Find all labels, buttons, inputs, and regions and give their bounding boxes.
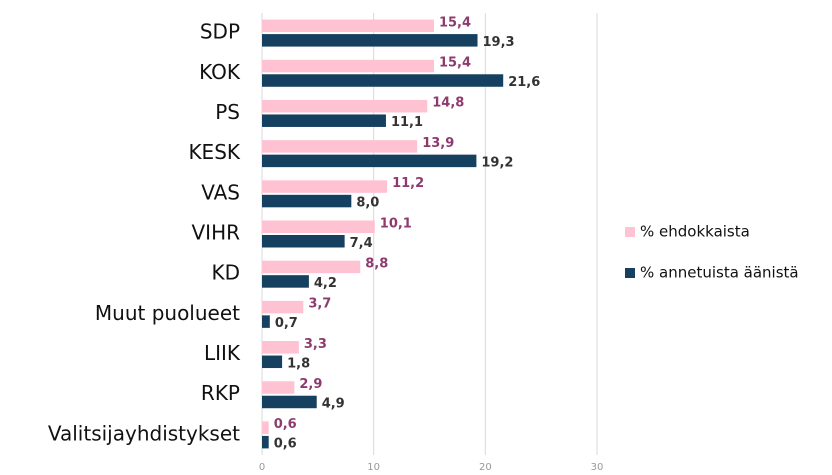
bar <box>262 260 361 274</box>
bar <box>262 435 269 449</box>
bar <box>262 300 304 314</box>
legend-swatch <box>625 227 635 237</box>
bar <box>262 114 386 127</box>
value-label: 21,6 <box>508 75 540 90</box>
value-label: 4,2 <box>314 276 337 291</box>
x-tick-label: 10 <box>367 462 380 473</box>
bar <box>262 74 504 87</box>
legend-label: % ehdokkaista <box>640 223 750 241</box>
category-label: SDP <box>200 20 240 44</box>
bar <box>262 315 270 328</box>
bar <box>262 421 269 434</box>
value-label: 13,9 <box>422 136 454 151</box>
category-label: Muut puolueet <box>95 301 240 325</box>
category-label: KOK <box>199 60 241 84</box>
bar <box>262 19 434 33</box>
value-label: 11,2 <box>392 176 424 191</box>
category-label: KD <box>211 261 240 285</box>
x-tick-label: 20 <box>479 462 492 473</box>
bar <box>262 275 309 288</box>
bar <box>262 235 345 248</box>
category-label: VIHR <box>191 221 240 245</box>
category-label: Valitsijayhdistykset <box>48 421 240 445</box>
category-label: VAS <box>201 180 240 204</box>
value-label: 8,0 <box>356 196 379 211</box>
x-tick-label: 0 <box>259 462 265 473</box>
value-label: 0,6 <box>274 417 297 432</box>
bar <box>262 194 352 208</box>
value-label: 19,2 <box>481 155 513 170</box>
category-label: KESK <box>188 140 240 164</box>
bar <box>262 99 428 113</box>
bar <box>262 341 299 354</box>
bar <box>262 34 478 47</box>
x-tick-label: 30 <box>591 462 604 473</box>
bar <box>262 140 418 153</box>
bar <box>262 154 477 168</box>
value-label: 10,1 <box>380 216 412 231</box>
value-label: 0,6 <box>274 437 297 452</box>
legend-label: % annetuista äänistä <box>640 264 799 282</box>
value-label: 1,8 <box>287 356 310 371</box>
value-label: 2,9 <box>299 377 322 392</box>
value-label: 8,8 <box>365 256 388 271</box>
value-label: 15,4 <box>439 56 471 71</box>
bar <box>262 180 388 193</box>
value-label: 14,8 <box>432 96 464 111</box>
category-label: PS <box>215 100 240 124</box>
value-label: 19,3 <box>483 35 515 50</box>
value-label: 11,1 <box>391 115 423 130</box>
value-label: 4,9 <box>322 396 345 411</box>
legend-swatch <box>625 268 635 278</box>
value-label: 15,4 <box>439 15 471 30</box>
bar <box>262 355 283 369</box>
bar <box>262 395 317 409</box>
bar <box>262 220 375 233</box>
value-label: 3,7 <box>308 297 331 312</box>
value-label: 3,3 <box>304 337 327 352</box>
bar <box>262 59 434 73</box>
value-label: 7,4 <box>350 236 373 251</box>
value-label: 0,7 <box>275 316 298 331</box>
bar <box>262 381 295 394</box>
category-label: RKP <box>201 381 240 405</box>
category-label: LIIK <box>204 341 241 365</box>
